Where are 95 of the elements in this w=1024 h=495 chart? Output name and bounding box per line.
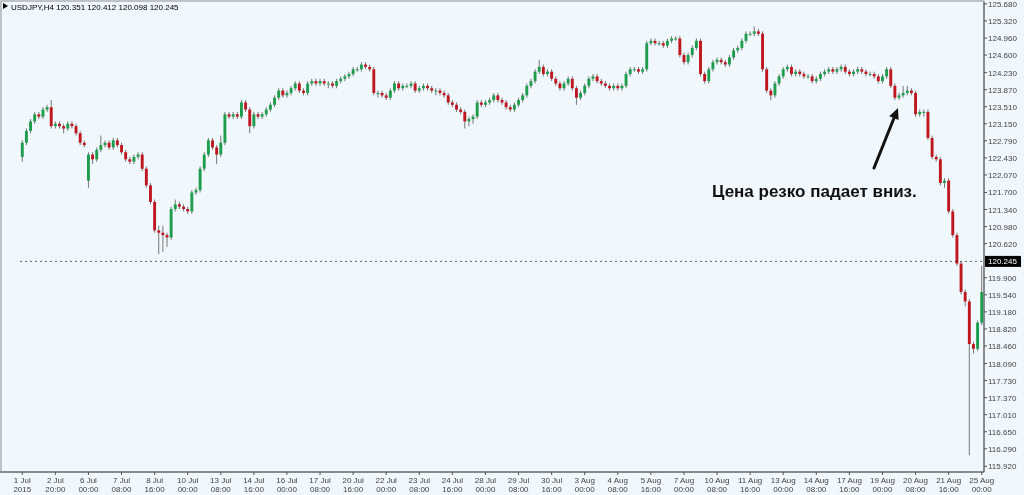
x-tick-label: 7 Aug 00:00	[673, 476, 695, 494]
y-tick-label: 119.180	[988, 307, 1017, 317]
candlestick	[376, 90, 380, 99]
y-tick-label: 124.230	[988, 68, 1018, 78]
candlestick	[372, 66, 376, 96]
x-tick-label: 17 Jul 08:00	[309, 476, 331, 494]
x-tick-label: 4 Aug 08:00	[607, 476, 629, 494]
candlestick	[140, 151, 144, 172]
candlestick	[157, 225, 161, 255]
candlestick	[49, 99, 53, 129]
y-tick-label: 124.600	[988, 51, 1018, 61]
x-tick-label: 14 Aug 08:00	[803, 476, 829, 494]
candlestick	[190, 189, 194, 215]
candlestick	[748, 30, 752, 37]
x-tick-label: 22 Jul 00:00	[375, 476, 398, 494]
y-tick-label: 123.150	[988, 119, 1018, 129]
candlestick	[45, 104, 49, 113]
x-tick-label: 6 Jul 00:00	[78, 476, 99, 494]
x-tick-label: 30 Jul 16:00	[540, 476, 563, 494]
candlestick	[219, 135, 223, 158]
y-tick-label: 124.960	[988, 34, 1018, 44]
x-tick-label: 20 Jul 16:00	[342, 476, 365, 494]
x-tick-label: 2 Jul 20:00	[45, 476, 66, 494]
y-tick-label: 121.340	[988, 205, 1018, 215]
y-tick-label: 125.320	[988, 16, 1018, 26]
candlestick	[215, 144, 219, 165]
y-tick-label: 115.920	[988, 462, 1017, 472]
y-tick-label: 117.010	[988, 410, 1017, 420]
candlestick	[475, 99, 479, 120]
x-tick-label: 28 Jul 00:00	[474, 476, 497, 494]
candlestick	[914, 90, 917, 118]
candlestick	[938, 156, 942, 186]
candlestick	[227, 111, 231, 120]
x-tick-label: 19 Aug 00:00	[870, 476, 895, 494]
y-tick-label: 123.870	[988, 85, 1018, 95]
x-tick-label: 20 Aug 08:00	[903, 476, 929, 494]
candlestick	[202, 151, 206, 172]
x-tick-label: 1 Jul 2015	[13, 476, 32, 494]
y-tick-label: 118.090	[988, 359, 1017, 369]
y-tick-label: 122.790	[988, 136, 1018, 146]
candlestick	[951, 208, 955, 238]
x-tick-label: 11 Aug 16:00	[737, 476, 763, 494]
x-tick-label: 25 Aug 00:00	[969, 476, 995, 494]
x-tick-label: 14 Jul 16:00	[243, 476, 265, 494]
y-tick-label: 122.070	[988, 170, 1018, 180]
candlestick	[558, 80, 562, 92]
ref-line-label: 120.245	[988, 257, 1018, 267]
x-tick-label: 13 Aug 00:00	[770, 476, 796, 494]
y-tick-label: 125.680	[988, 0, 1018, 9]
y-tick-label: 122.430	[988, 153, 1018, 163]
y-tick-label: 117.730	[988, 376, 1017, 386]
candlestick	[574, 85, 578, 106]
x-tick-label: 5 Aug 16:00	[640, 476, 662, 494]
candlestick	[240, 99, 243, 120]
y-tick-label: 120.980	[988, 222, 1018, 232]
y-tick-label: 121.700	[988, 188, 1018, 198]
candlestick	[765, 66, 769, 94]
x-tick-label: 17 Aug 16:00	[836, 476, 862, 494]
x-tick-label: 16 Jul 00:00	[276, 476, 298, 494]
x-tick-label: 29 Jul 08:00	[507, 476, 530, 494]
candlestick	[20, 139, 24, 163]
y-tick-label: 120.620	[988, 239, 1018, 249]
x-tick-label: 23 Jul 08:00	[408, 476, 431, 494]
y-tick-label: 119.900	[988, 273, 1017, 283]
candlestick	[889, 66, 893, 89]
candlestick	[99, 135, 103, 153]
y-tick-label: 118.460	[988, 341, 1017, 351]
candlestick	[248, 106, 252, 134]
y-tick-label: 116.290	[988, 444, 1017, 454]
x-tick-label: 3 Aug 00:00	[574, 476, 596, 494]
chart-title: USDJPY,H4 120.351 120.412 120.098 120.245	[11, 3, 180, 12]
x-tick-label: 7 Jul 08:00	[111, 476, 133, 494]
annotation: Цена резко падает вниз.	[712, 182, 917, 201]
y-tick-label: 117.370	[988, 393, 1017, 403]
candlestick	[463, 109, 467, 129]
x-tick-label: 10 Aug 08:00	[704, 476, 730, 494]
x-tick-label: 13 Jul 08:00	[210, 476, 232, 494]
candlestick	[260, 111, 264, 120]
candlestick	[149, 182, 152, 205]
x-tick-label: 10 Jul 00:00	[177, 476, 199, 494]
candlestick	[868, 71, 872, 77]
candlestick	[198, 165, 202, 193]
candlestick	[144, 165, 148, 189]
x-tick-label: 24 Jul 16:00	[441, 476, 464, 494]
y-tick-label: 119.540	[988, 290, 1017, 300]
candlestick	[678, 35, 682, 58]
y-tick-label: 123.510	[988, 102, 1018, 112]
candlestick	[930, 135, 934, 160]
x-tick-label: 8 Jul 16:00	[144, 476, 166, 494]
candlestick	[504, 99, 508, 111]
y-tick-label: 118.820	[988, 324, 1017, 334]
candlestick	[206, 137, 210, 158]
y-tick-label: 116.650	[988, 427, 1017, 437]
x-tick-label: 21 Aug 16:00	[936, 476, 962, 494]
candlestick	[405, 82, 409, 89]
